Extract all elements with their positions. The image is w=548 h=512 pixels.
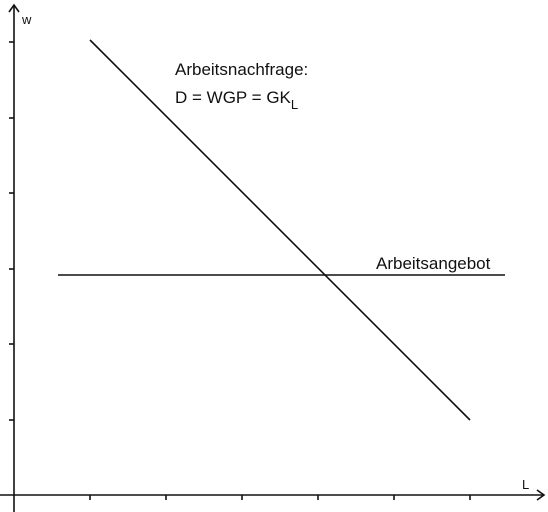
x-axis-arrow-icon <box>536 489 546 501</box>
demand-label-title: Arbeitsnachfrage: <box>175 60 308 79</box>
y-axis-label: w <box>21 12 32 27</box>
x-axis-label: L <box>522 477 529 492</box>
demand-formula-text: D = WGP = GK <box>175 88 292 107</box>
y-axis-arrow-icon <box>8 3 20 13</box>
y-axis: w <box>8 3 32 512</box>
x-axis: L <box>0 477 546 501</box>
demand-formula-subscript: L <box>291 97 298 112</box>
supply-label: Arbeitsangebot <box>376 254 491 273</box>
labor-demand-curve <box>89 39 471 421</box>
demand-label-formula: D = WGP = GKL <box>175 88 298 112</box>
